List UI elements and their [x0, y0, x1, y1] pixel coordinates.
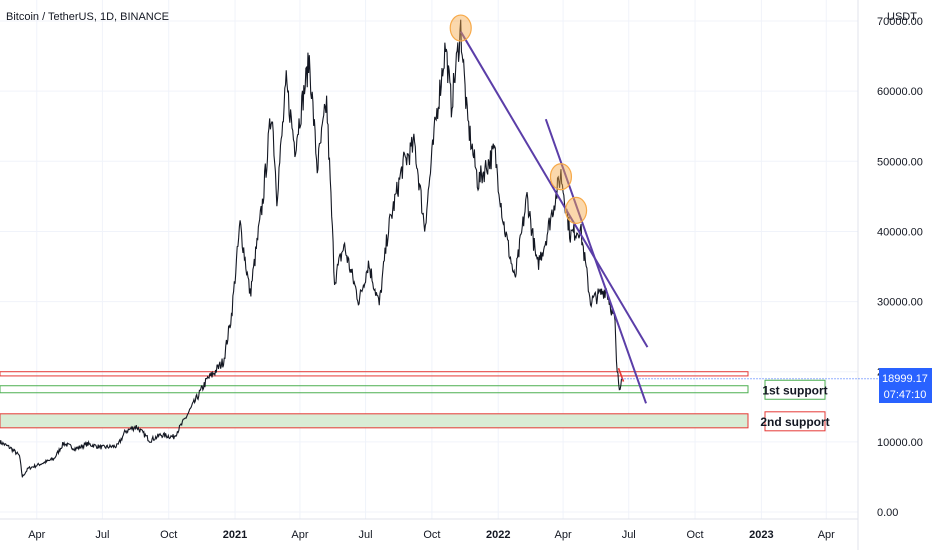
chart-title: Bitcoin / TetherUS, 1D, BINANCE [6, 11, 169, 23]
support-zone [0, 371, 749, 377]
y-tick-label: 0.00 [877, 507, 898, 519]
time-axis[interactable]: Apr Jul Oct 2021 Apr Jul Oct 2022 Apr Jul Oct 2023 A… [28, 529, 835, 541]
x-tick-label: 2021 [223, 529, 247, 541]
x-tick-label: Apr [28, 529, 45, 541]
y-tick-label: 50000.00 [877, 156, 923, 168]
support-label-box [764, 379, 826, 400]
x-tick-label: Oct [423, 529, 440, 541]
y-tick-label: 40000.00 [877, 226, 923, 238]
x-tick-label: Jul [359, 529, 373, 541]
highlight-circle [564, 196, 588, 225]
support-zone [0, 385, 749, 394]
y-tick-label: 60000.00 [877, 86, 923, 98]
support-label-box [764, 411, 826, 432]
x-tick-label: Apr [555, 529, 572, 541]
highlight-circle [549, 163, 573, 191]
highlight-circle [449, 14, 472, 42]
x-tick-label: Apr [291, 529, 308, 541]
highlight-circles [449, 14, 588, 225]
trendline[interactable] [544, 118, 647, 404]
last-price-value: 18999.17 [882, 373, 928, 385]
x-tick-label: 2022 [486, 529, 510, 541]
x-tick-label: Oct [160, 529, 177, 541]
support-label: 1st support [762, 383, 827, 397]
price-axis-unit: USDT [887, 11, 917, 23]
candle-countdown: 07:47:10 [884, 389, 927, 401]
x-tick-label: Oct [686, 529, 703, 541]
price-series [0, 19, 879, 478]
support-zone [0, 413, 749, 429]
y-tick-label: 30000.00 [877, 297, 923, 309]
y-tick-label: 10000.00 [877, 437, 923, 449]
trendlines[interactable] [459, 31, 649, 404]
last-candle [617, 367, 625, 382]
x-tick-label: Jul [622, 529, 636, 541]
y-tick-label: 70000.00 [877, 16, 923, 28]
trendline[interactable] [459, 31, 649, 348]
x-tick-label: Apr [818, 529, 835, 541]
zone-labels: 1st support 2nd support [760, 379, 830, 432]
support-label: 2nd support [760, 415, 829, 429]
x-tick-label: 2023 [749, 529, 773, 541]
last-price-badge [879, 368, 932, 403]
grid [0, 0, 858, 519]
x-tick-label: Jul [95, 529, 109, 541]
price-line [0, 19, 623, 478]
